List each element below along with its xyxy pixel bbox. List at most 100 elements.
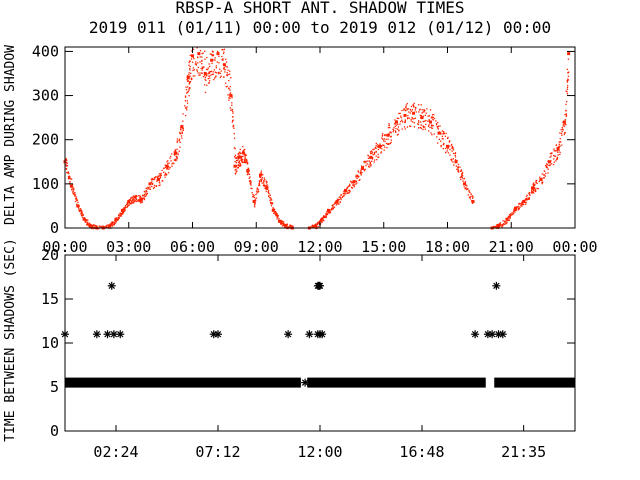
data-dot: [176, 140, 178, 142]
data-dot: [201, 63, 203, 65]
data-dot: [168, 168, 170, 170]
data-dot: [406, 118, 409, 120]
data-dot: [527, 197, 529, 199]
data-dot: [561, 144, 563, 146]
data-dot: [117, 216, 120, 219]
data-dot: [65, 158, 67, 160]
data-dot: [451, 158, 453, 160]
data-dot: [454, 154, 456, 156]
data-dot: [122, 213, 124, 215]
data-dot: [429, 109, 432, 111]
asterisk-marker: [488, 330, 497, 339]
data-dot: [502, 224, 504, 226]
data-dot: [188, 87, 191, 89]
data-dot: [187, 90, 189, 93]
data-dot: [199, 72, 201, 74]
data-dot: [353, 184, 355, 186]
data-dot: [139, 195, 142, 197]
data-dot: [319, 223, 322, 225]
data-point: [556, 147, 560, 151]
data-dot: [348, 185, 350, 187]
asterisk-stroke: [284, 330, 292, 338]
data-dot: [234, 172, 237, 174]
data-dot: [404, 109, 407, 112]
data-dot: [563, 125, 565, 127]
data-dot: [380, 151, 383, 153]
data-dot: [564, 132, 566, 134]
data-dot: [117, 218, 119, 221]
data-dot: [279, 220, 281, 222]
data-dot: [192, 55, 194, 57]
data-dot: [197, 56, 199, 59]
data-dot: [289, 226, 291, 228]
data-dot: [257, 191, 259, 193]
data-dot: [219, 76, 222, 79]
data-dot: [377, 156, 379, 158]
data-dot: [550, 155, 552, 157]
data-dot: [237, 156, 239, 158]
data-dot: [138, 194, 140, 197]
data-dot: [122, 211, 125, 214]
data-dot: [525, 198, 527, 200]
data-dot: [169, 157, 171, 159]
data-dot: [251, 187, 253, 190]
data-dot: [223, 66, 225, 69]
data-dot: [253, 201, 256, 203]
data-dot: [543, 170, 546, 172]
data-dot: [315, 226, 318, 228]
data-dot: [65, 167, 68, 170]
data-dot: [357, 171, 360, 173]
data-dot: [427, 120, 429, 122]
data-dot: [252, 196, 254, 198]
data-dot: [246, 172, 248, 174]
data-dot: [236, 159, 238, 162]
data-dot: [73, 193, 75, 195]
data-dot: [71, 187, 73, 189]
data-dot: [406, 126, 409, 128]
data-dot: [346, 192, 348, 194]
data-dot: [108, 225, 111, 227]
data-dot: [329, 209, 331, 211]
data-dot: [222, 58, 224, 60]
data-dot: [139, 200, 141, 202]
data-dot: [221, 58, 223, 61]
data-dot: [448, 141, 451, 143]
asterisk-stroke: [117, 330, 124, 338]
data-dot: [233, 127, 235, 129]
data-dot: [202, 75, 205, 78]
data-dot: [196, 47, 198, 49]
data-dot: [567, 58, 570, 60]
data-dot: [461, 175, 464, 177]
data-dot: [567, 79, 569, 81]
data-dot: [292, 225, 294, 227]
data-dot: [546, 163, 548, 165]
data-dot: [228, 97, 230, 99]
data-dot: [207, 77, 209, 80]
data-dot: [271, 202, 273, 205]
data-dot: [553, 158, 555, 160]
data-dot: [234, 173, 237, 175]
data-dot: [180, 129, 182, 131]
data-dot: [397, 128, 399, 130]
data-dot: [437, 128, 439, 130]
data-dot: [201, 69, 203, 71]
data-dot: [218, 71, 220, 74]
data-dot: [87, 221, 89, 224]
data-point: [352, 180, 356, 184]
data-dot: [68, 176, 70, 178]
data-dot: [126, 206, 128, 208]
data-dot: [331, 207, 333, 209]
data-dot: [415, 107, 417, 109]
data-dot: [197, 72, 199, 74]
data-dot: [513, 208, 515, 210]
data-dot: [86, 224, 88, 226]
data-dot: [538, 180, 540, 183]
data-dot: [505, 218, 507, 220]
data-dot: [463, 186, 465, 188]
data-dot: [502, 220, 504, 222]
data-dot: [559, 145, 561, 147]
data-dot: [143, 197, 145, 200]
data-dot: [360, 168, 363, 170]
asterisk-marker: [305, 330, 314, 339]
data-dot: [209, 71, 211, 73]
